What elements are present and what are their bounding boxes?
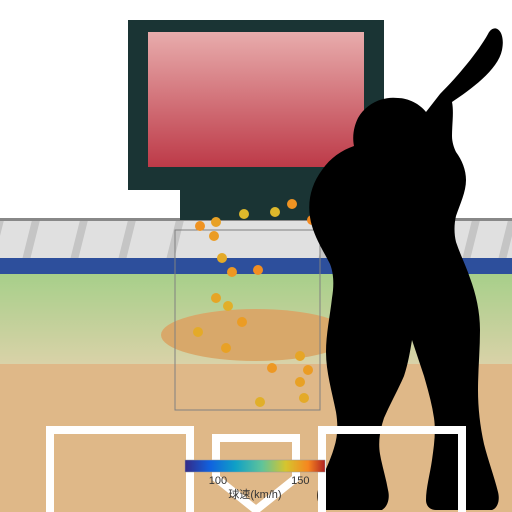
pitch-point bbox=[270, 207, 280, 217]
colorbar-tick-label: 150 bbox=[291, 475, 309, 487]
pitch-point bbox=[287, 199, 297, 209]
pitch-point bbox=[255, 397, 265, 407]
pitch-point bbox=[211, 293, 221, 303]
pitch-point bbox=[253, 265, 263, 275]
pitch-point bbox=[299, 393, 309, 403]
pitch-point bbox=[223, 301, 233, 311]
pitch-point bbox=[217, 253, 227, 263]
pitch-point bbox=[237, 317, 247, 327]
pitch-point bbox=[211, 217, 221, 227]
pitch-location-chart: 100 150 球速(km/h) bbox=[0, 0, 512, 512]
pitch-point bbox=[195, 221, 205, 231]
pitch-point bbox=[295, 351, 305, 361]
chart-svg: 100 150 球速(km/h) bbox=[0, 0, 512, 512]
pitch-point bbox=[303, 365, 313, 375]
colorbar-axis-label: 球速(km/h) bbox=[228, 487, 281, 501]
pitch-point bbox=[193, 327, 203, 337]
pitch-point bbox=[227, 267, 237, 277]
pitch-point bbox=[221, 343, 231, 353]
pitch-point bbox=[209, 231, 219, 241]
pitch-point bbox=[267, 363, 277, 373]
pitch-point bbox=[295, 377, 305, 387]
colorbar-tick-label: 100 bbox=[209, 475, 227, 487]
pitch-point bbox=[239, 209, 249, 219]
